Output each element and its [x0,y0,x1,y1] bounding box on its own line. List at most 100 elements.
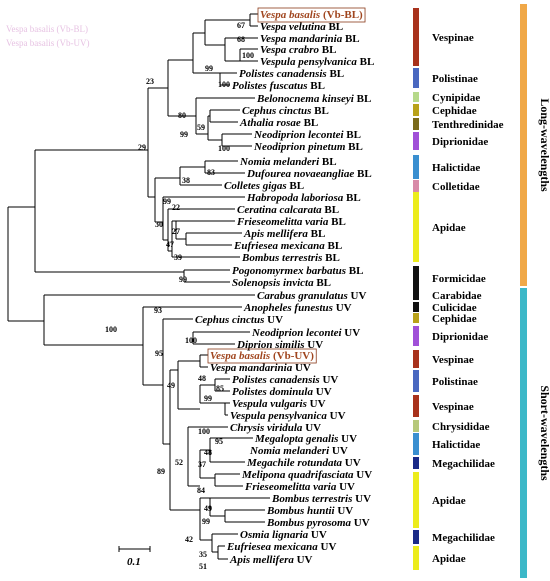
leaf-label: Chrysis viridula UV [230,422,321,434]
leaf-label: Vespa mandarinia UV [210,362,311,374]
opsin-tag: UV [338,433,357,445]
highlight-box [257,7,366,23]
family-label: Carabidae [432,290,482,302]
opsin-tag: BL [354,168,371,180]
family-label: Apidae [432,222,466,234]
bootstrap-value: 99 [180,130,188,139]
species-name: Pogonomyrmex barbatus [232,265,346,277]
opsin-tag: BL [308,228,325,240]
family-color-bar [413,433,419,455]
bootstrap-value: 29 [138,143,146,152]
opsin-tag: UV [307,398,326,410]
leaf-label: Cephus cinctus UV [195,314,283,326]
bootstrap-value: 37 [198,460,206,469]
family-color-bar [413,530,419,544]
family-label: Cephidae [432,105,477,117]
bootstrap-value: 23 [146,77,154,86]
bootstrap-value: 35 [199,550,207,559]
species-name: Nomia melanderi [239,156,320,168]
species-name: Solenopsis invicta [232,277,314,289]
species-name: Polistes canadensis [232,374,320,386]
opsin-tag: UV [333,302,352,314]
leaf-label: Bombus terrestris UV [271,493,371,505]
species-name: Colletes gigas [224,180,287,192]
leaf-label: Polistes canadensis UV [232,374,338,386]
opsin-tag: UV [348,290,367,302]
opsin-tag: BL [319,44,336,56]
family-color-bar [413,290,419,300]
opsin-tag: (Vb-UV) [270,350,314,362]
species-name: Carabus granulatus [257,290,348,302]
leaf-labels: Vespa basalis (Vb-BL)Vespa velutina BLVe… [195,7,374,566]
species-name: Vespula pensylvanica [260,56,357,68]
leaf-label: Nomia melanderi BL [239,156,337,168]
bootstrap-value: 95 [215,437,223,446]
species-name: Anopheles funestus [243,302,333,314]
family-color-bar [413,104,419,116]
species-name: Cephus cinctus [195,314,264,326]
family-legend: VespinaePolistinaeCynipidaeCephidaeTenth… [413,8,504,570]
bootstrap-value: 99 [202,517,210,526]
bootstrap-value: 49 [167,381,175,390]
opsin-tag: UV [318,541,337,553]
bootstrap-value: 83 [207,168,215,177]
opsin-tag: BL [287,180,304,192]
family-color-bar [413,192,419,262]
scale-bar: 0.1 [118,546,151,568]
family-color-bar [413,180,419,192]
species-name: Habropoda laboriosa [246,192,344,204]
family-label: Vespinae [432,401,474,413]
species-name: Bombus terrestris [271,493,352,505]
opsin-tag: BL [344,129,361,141]
opsin-tag: BL [325,240,342,252]
leaf-label: Pogonomyrmex barbatus BL [232,265,363,277]
bootstrap-value: 99 [205,64,213,73]
leaf-label: Vespa velutina BL [260,21,343,33]
species-name: Eufriesea mexicana [233,240,325,252]
bootstrap-value: 99 [163,197,171,206]
species-name: Vespula pensylvanica [230,410,327,422]
leaf-label: Diprion similis UV [236,339,323,351]
bootstrap-value: 80 [178,111,186,120]
family-color-bar [413,68,419,88]
leaf-label: Belonocnema kinseyi BL [256,93,371,105]
family-label: Culicidae [432,302,477,314]
family-color-bar [413,266,419,290]
leaf-label: Polistes fuscatus BL [232,80,325,92]
species-name: Vespa basalis [210,350,270,362]
family-label: Colletidae [432,181,480,193]
short-wavelength-band [520,288,527,578]
leaf-label: Neodiprion lecontei UV [251,327,360,339]
species-name: Melipona quadrifasciata [241,469,354,481]
bootstrap-value: 95 [155,349,163,358]
family-color-bar [413,8,419,66]
leaf-label: Megachile rotundata UV [246,457,361,469]
species-name: Polistes canadensis [239,68,327,80]
leaf-label: Vespula pensylvanica UV [230,410,346,422]
bootstrap-value: 42 [185,535,193,544]
bootstrap-value: 38 [182,176,190,185]
bootstrap-value: 30 [155,220,163,229]
opsin-tag: BL [354,93,371,105]
species-name: Bombus pyrosoma [266,517,352,529]
leaf-label: Neodiprion pinetum BL [253,141,363,153]
bootstrap-value: 100 [198,427,210,436]
bootstrap-value: 51 [199,562,207,571]
species-name: Chrysis viridula [230,422,303,434]
bootstrap-value: 27 [172,227,180,236]
species-name: Polistes dominula [232,386,313,398]
bootstrap-values: 6768100991002380599910029833899223027473… [105,21,254,571]
family-color-bar [413,457,419,469]
family-label: Chrysididae [432,421,490,433]
leaf-label: Anopheles funestus UV [243,302,352,314]
leaf-label: Polistes dominula UV [232,386,332,398]
species-name: Neodiprion pinetum [253,141,346,153]
opsin-tag: UV [320,374,339,386]
family-color-bar [413,313,419,323]
leaf-label: Eufriesea mexicana UV [226,541,336,553]
opsin-tag: BL [328,216,345,228]
species-name: Megalopta genalis [254,433,338,445]
family-label: Vespinae [432,32,474,44]
bootstrap-value: 85 [216,384,224,393]
leaf-label: Bombus terrestris BL [241,252,340,264]
